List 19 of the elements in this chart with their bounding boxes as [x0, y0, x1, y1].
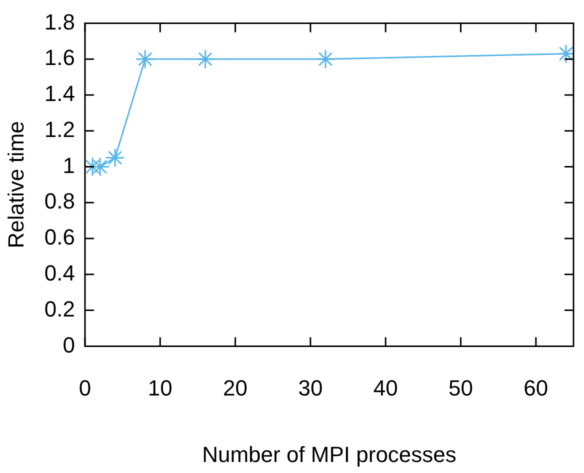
- y-tick-label: 0.6: [44, 224, 75, 250]
- y-tick-label: 1.6: [44, 45, 75, 70]
- y-tick-label: 0.4: [44, 260, 75, 286]
- y-tick-label: 1.2: [44, 116, 75, 142]
- x-tick-label: 0: [78, 375, 92, 400]
- y-tick-label: 0: [62, 332, 75, 358]
- y-axis-title: Relative time: [3, 121, 28, 248]
- x-tick-label: 40: [373, 375, 398, 400]
- x-axis-title: Number of MPI processes: [202, 442, 456, 467]
- x-tick-label: 10: [148, 375, 172, 400]
- y-tick-label: 1.4: [44, 81, 75, 106]
- x-tick-label: 50: [448, 375, 474, 400]
- x-tick-label: 60: [524, 375, 548, 400]
- y-tick-label: 1: [62, 152, 75, 178]
- x-tick-label: 30: [298, 375, 323, 400]
- y-tick-label: 0.2: [44, 296, 75, 322]
- y-tick-label: 1.8: [44, 9, 75, 34]
- y-tick-label: 0.8: [44, 188, 75, 214]
- x-tick-label: 20: [223, 375, 248, 400]
